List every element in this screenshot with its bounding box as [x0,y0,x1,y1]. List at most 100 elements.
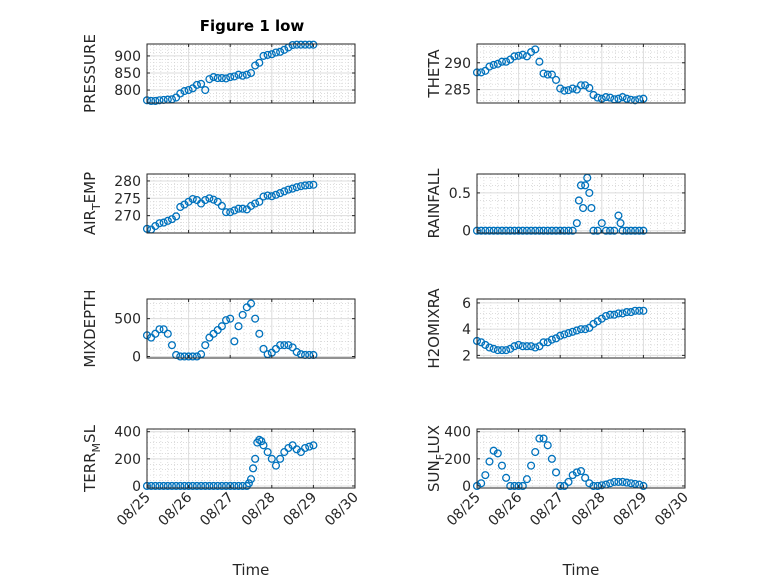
data-point [280,341,289,350]
data-point [209,195,218,204]
data-point [226,481,235,491]
data-point [477,338,486,347]
data-point [593,481,602,491]
data-point [539,69,548,78]
data-point [192,481,201,491]
data-point [201,195,210,205]
data-point [551,75,561,84]
data-point [188,481,197,491]
data-point [576,466,586,476]
data-point [217,201,226,210]
data-point [176,481,185,491]
data-point [535,226,544,235]
data-point [493,59,502,68]
data-point [614,477,623,486]
data-point [159,481,168,491]
data-point [497,346,507,355]
data-point [531,448,540,457]
data-point [616,219,625,228]
data-point [159,218,168,227]
data-point [639,226,648,235]
data-point [481,340,490,349]
data-point [288,40,297,50]
y-axis-label: RAINFALL [425,168,443,239]
data-point [176,202,185,212]
data-point [292,183,301,192]
data-point [593,226,602,235]
data-point [626,308,635,317]
data-point [527,461,536,470]
data-point [551,334,561,343]
data-point [477,479,486,488]
data-point [614,94,623,103]
x-tick-label: 08/29 [280,490,320,530]
data-point [288,184,297,193]
data-point [485,457,494,466]
data-point [276,47,285,56]
data-point [568,84,577,93]
subplot-mixdepth: 0 500 MIXDEPTH [81,289,356,368]
data-point [497,226,507,235]
data-point [610,226,619,235]
data-point [547,70,556,79]
data-point [230,337,239,346]
data-point [527,47,536,57]
data-point [606,93,615,102]
data-point [276,189,285,198]
data-point [597,314,606,323]
data-point [589,226,598,235]
data-point [531,45,540,54]
data-point [485,62,494,71]
x-tick-label: 08/30 [322,490,362,530]
data-point [296,40,305,49]
data-point [234,481,243,491]
x-tick-label: 08/28 [569,490,609,530]
data-point [485,226,494,235]
data-point [551,468,561,477]
data-point [180,87,189,96]
data-point [226,73,235,82]
data-point [201,85,210,95]
y-tick-label: 850 [114,66,141,82]
data-point [238,204,247,213]
data-point [631,226,640,235]
data-point [587,203,596,213]
data-point [560,226,569,235]
data-point [589,481,598,491]
data-point [230,481,239,491]
data-point [226,208,235,217]
data-point [205,481,214,491]
data-point [280,187,289,196]
data-point [155,219,164,228]
data-point [589,90,598,100]
data-point [292,347,301,356]
y-axis-label: THETA [425,49,443,99]
data-point [543,226,552,235]
data-point [151,329,160,338]
data-point [606,479,615,488]
data-point [213,74,222,83]
data-series [473,173,648,235]
data-point [493,226,502,235]
data-point [581,181,590,190]
data-point [597,481,606,490]
data-point [572,468,581,477]
axes-box [146,298,356,359]
data-point [301,181,310,190]
data-point [622,478,631,487]
data-point [522,226,531,235]
data-point [639,306,648,315]
subplot-terr-msl: 0 200 400 TERRMSL 08/25 08/26 08/27 08/28 08/29 0… [81,424,362,579]
data-point [257,437,266,446]
data-point [539,338,548,347]
y-tick-label: 900 [114,49,141,65]
data-point [579,203,588,213]
data-point [305,442,314,451]
data-point [301,443,310,453]
data-point [514,51,523,60]
data-point [572,85,581,94]
data-point [518,226,527,235]
data-point [543,441,552,450]
data-series [143,180,318,234]
